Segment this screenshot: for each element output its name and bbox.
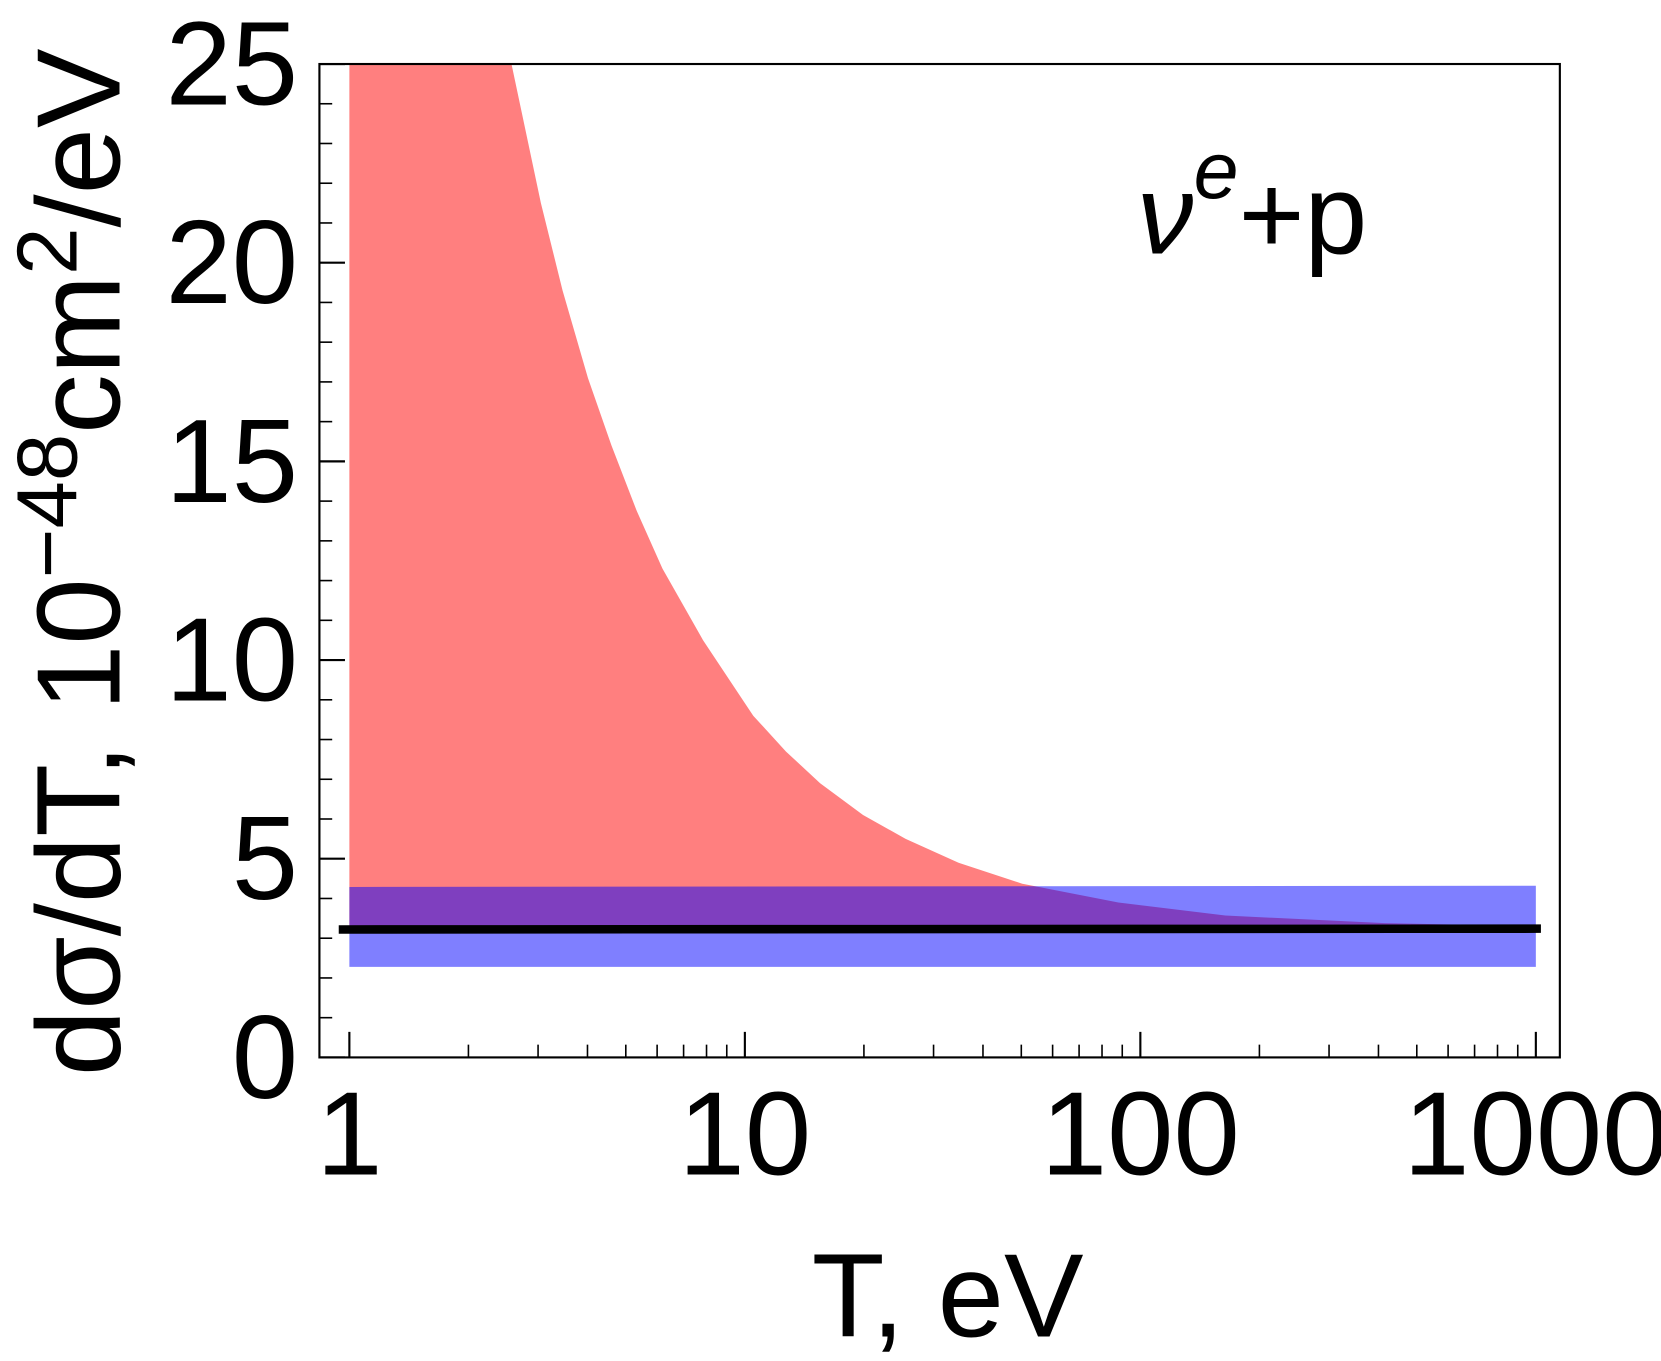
y-label-exp: −48 <box>1 434 96 578</box>
y-label-tail: /eV <box>12 48 145 227</box>
x-tick-label: 1000 <box>1403 1068 1661 1201</box>
annotation: νe+p <box>1137 126 1367 277</box>
plot-area <box>338 64 1541 967</box>
plot-frame <box>318 62 1561 1059</box>
y-tick-label: 5 <box>232 792 298 925</box>
y-tick-label: 10 <box>165 594 298 727</box>
central-line <box>338 924 1541 934</box>
y-label-unit: cm <box>12 275 145 434</box>
x-axis-label: T, eV <box>812 1229 1084 1361</box>
y-label-unit-exp: 2 <box>1 227 96 274</box>
x-tick-label: 1 <box>316 1068 382 1201</box>
y-tick-label: 15 <box>165 395 298 528</box>
y-tick-label: 20 <box>165 196 298 329</box>
y-label-main: dσ/dT, 10 <box>12 578 145 1076</box>
y-tick-label: 0 <box>232 991 298 1124</box>
y-axis-label: dσ/dT, 10−48cm2/eV <box>1 48 146 1076</box>
axes: 1 10 100 1000 0 5 10 15 20 25 <box>165 0 1661 1201</box>
annotation-rest: +p <box>1239 152 1368 278</box>
y-tick-label: 25 <box>165 0 298 130</box>
annotation-sup: e <box>1194 126 1239 216</box>
x-tick-label: 10 <box>679 1068 812 1201</box>
band <box>349 64 1536 930</box>
annotation-base: ν <box>1137 152 1193 278</box>
x-tick-label: 100 <box>1041 1068 1240 1201</box>
